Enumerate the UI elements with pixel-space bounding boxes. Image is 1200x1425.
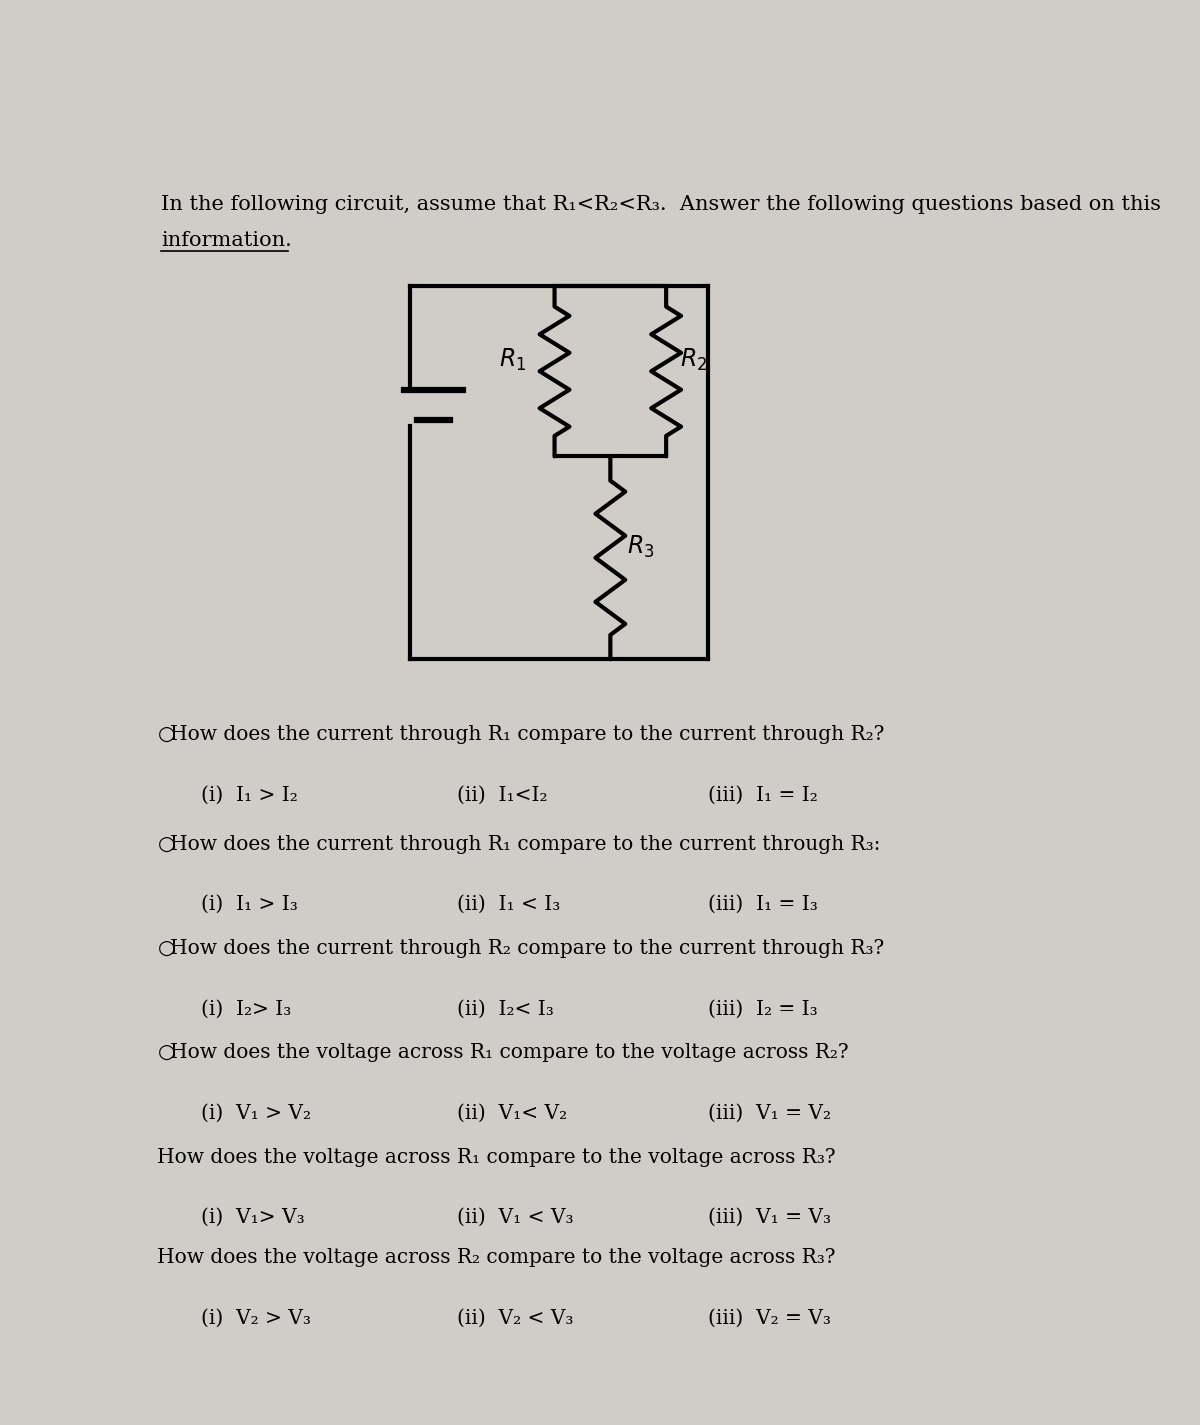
Text: ○: ○ <box>157 835 175 854</box>
Text: $R_3$: $R_3$ <box>628 534 655 560</box>
Text: (ii)  I₁<I₂: (ii) I₁<I₂ <box>457 785 547 805</box>
Text: (iii)  I₂ = I₃: (iii) I₂ = I₃ <box>708 999 817 1019</box>
Text: $R_1$: $R_1$ <box>499 348 527 373</box>
Text: How does the current through R₁ compare to the current through R₃:: How does the current through R₁ compare … <box>170 835 881 854</box>
Text: ○: ○ <box>157 1043 175 1062</box>
Text: In the following circuit, assume that R₁<R₂<R₃.  Answer the following questions : In the following circuit, assume that R₁… <box>161 195 1162 214</box>
Text: (iii)  V₂ = V₃: (iii) V₂ = V₃ <box>708 1308 830 1328</box>
Text: (i)  I₂> I₃: (i) I₂> I₃ <box>202 999 292 1019</box>
Text: (ii)  I₂< I₃: (ii) I₂< I₃ <box>457 999 553 1019</box>
Text: (ii)  V₁< V₂: (ii) V₁< V₂ <box>457 1103 568 1123</box>
Text: ○: ○ <box>157 725 175 744</box>
Text: How does the current through R₂ compare to the current through R₃?: How does the current through R₂ compare … <box>170 939 884 958</box>
Text: (i)  I₁ > I₃: (i) I₁ > I₃ <box>202 895 298 915</box>
Text: (iii)  V₁ = V₃: (iii) V₁ = V₃ <box>708 1208 830 1227</box>
Text: (iii)  I₁ = I₂: (iii) I₁ = I₂ <box>708 785 817 805</box>
Text: (ii)  I₁ < I₃: (ii) I₁ < I₃ <box>457 895 560 915</box>
Text: (i)  I₁ > I₂: (i) I₁ > I₂ <box>202 785 298 805</box>
Text: (iii)  V₁ = V₂: (iii) V₁ = V₂ <box>708 1103 830 1123</box>
Text: ○: ○ <box>157 939 175 958</box>
Text: (i)  V₂ > V₃: (i) V₂ > V₃ <box>202 1308 311 1328</box>
Text: How does the voltage across R₂ compare to the voltage across R₃?: How does the voltage across R₂ compare t… <box>157 1248 836 1267</box>
Text: (iii)  I₁ = I₃: (iii) I₁ = I₃ <box>708 895 817 915</box>
Text: How does the voltage across R₁ compare to the voltage across R₃?: How does the voltage across R₁ compare t… <box>157 1147 836 1167</box>
Text: (ii)  V₂ < V₃: (ii) V₂ < V₃ <box>457 1308 574 1328</box>
Text: $R_2$: $R_2$ <box>680 348 707 373</box>
Text: How does the voltage across R₁ compare to the voltage across R₂?: How does the voltage across R₁ compare t… <box>170 1043 850 1062</box>
Text: (ii)  V₁ < V₃: (ii) V₁ < V₃ <box>457 1208 574 1227</box>
Text: How does the current through R₁ compare to the current through R₂?: How does the current through R₁ compare … <box>170 725 884 744</box>
Text: information.: information. <box>161 231 292 251</box>
Text: (i)  V₁ > V₂: (i) V₁ > V₂ <box>202 1103 311 1123</box>
Text: (i)  V₁> V₃: (i) V₁> V₃ <box>202 1208 305 1227</box>
